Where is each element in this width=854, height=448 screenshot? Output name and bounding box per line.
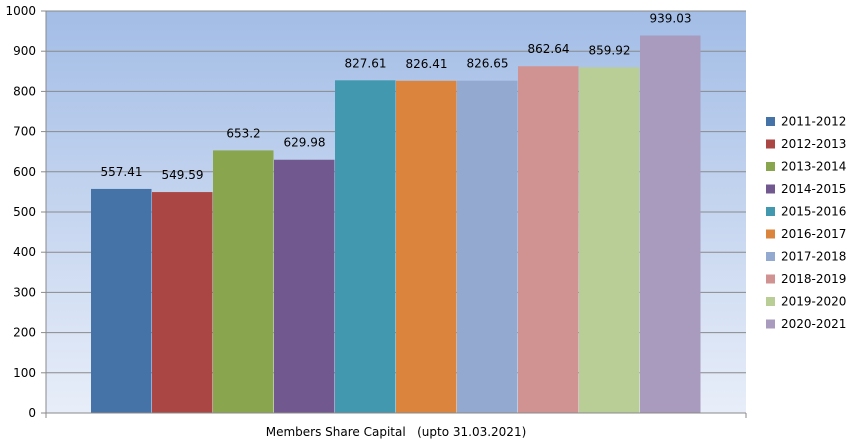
- bar: [579, 67, 640, 413]
- data-label: 862.64: [528, 42, 570, 56]
- bar: [640, 35, 701, 413]
- legend-label: 2011-2012: [781, 115, 846, 129]
- legend-swatch: [766, 207, 775, 216]
- y-tick-label: 300: [13, 285, 36, 299]
- legend-label: 2019-2020: [781, 295, 846, 309]
- data-label: 827.61: [345, 56, 387, 70]
- y-axis-ticks: 0 100 200 300 400 500 600 700 800 900 1000: [5, 4, 46, 420]
- y-tick-label: 0: [28, 406, 36, 420]
- legend-label: 2015-2016: [781, 205, 846, 219]
- legend-swatch: [766, 252, 775, 261]
- legend-swatch: [766, 139, 775, 149]
- y-tick-label: 500: [13, 205, 36, 219]
- bar: [457, 80, 518, 413]
- y-tick-label: 600: [13, 165, 36, 179]
- legend-label: 2014-2015: [781, 182, 846, 196]
- legend-swatch: [766, 229, 775, 239]
- x-axis-label: Members Share Capital (upto 31.03.2021): [266, 425, 527, 439]
- legend-label: 2020-2021: [781, 317, 846, 331]
- legend-swatch: [766, 319, 775, 329]
- legend-swatch: [766, 117, 775, 126]
- legend-label: 2018-2019: [781, 272, 846, 286]
- y-tick-label: 900: [13, 44, 36, 58]
- bar: [91, 188, 152, 413]
- bar: [335, 80, 396, 413]
- legend-label: 2016-2017: [781, 227, 846, 241]
- data-label: 653.2: [226, 126, 260, 140]
- y-tick-label: 200: [13, 326, 36, 340]
- bar: [213, 150, 274, 413]
- y-tick-label: 700: [13, 125, 36, 139]
- data-label: 859.92: [589, 43, 631, 57]
- bar: [396, 80, 457, 414]
- legend-label: 2017-2018: [781, 250, 846, 264]
- legend-swatch: [766, 184, 775, 194]
- data-label: 549.59: [162, 168, 204, 182]
- data-labels: 557.41 549.59 653.2 629.98 827.61 826.41 826.6…: [101, 12, 692, 183]
- legend-swatch: [766, 297, 775, 306]
- data-label: 939.03: [650, 12, 692, 26]
- y-tick-label: 100: [13, 366, 36, 380]
- bar: [152, 192, 213, 413]
- bar: [274, 159, 335, 413]
- data-label: 826.41: [406, 57, 448, 71]
- y-tick-label: 800: [13, 84, 36, 98]
- bar: [518, 66, 579, 413]
- data-label: 826.65: [467, 57, 509, 71]
- legend-label: 2012-2013: [781, 137, 846, 151]
- legend-swatch: [766, 274, 775, 284]
- legend: 2011-2012 2012-2013 2013-2014 2014-2015 2015…: [766, 115, 846, 331]
- data-label: 557.41: [101, 165, 143, 179]
- y-tick-label: 1000: [5, 4, 36, 18]
- legend-label: 2013-2014: [781, 160, 846, 174]
- bars: [91, 35, 701, 414]
- legend-swatch: [766, 162, 775, 171]
- data-label: 629.98: [284, 136, 326, 150]
- y-tick-label: 400: [13, 245, 36, 259]
